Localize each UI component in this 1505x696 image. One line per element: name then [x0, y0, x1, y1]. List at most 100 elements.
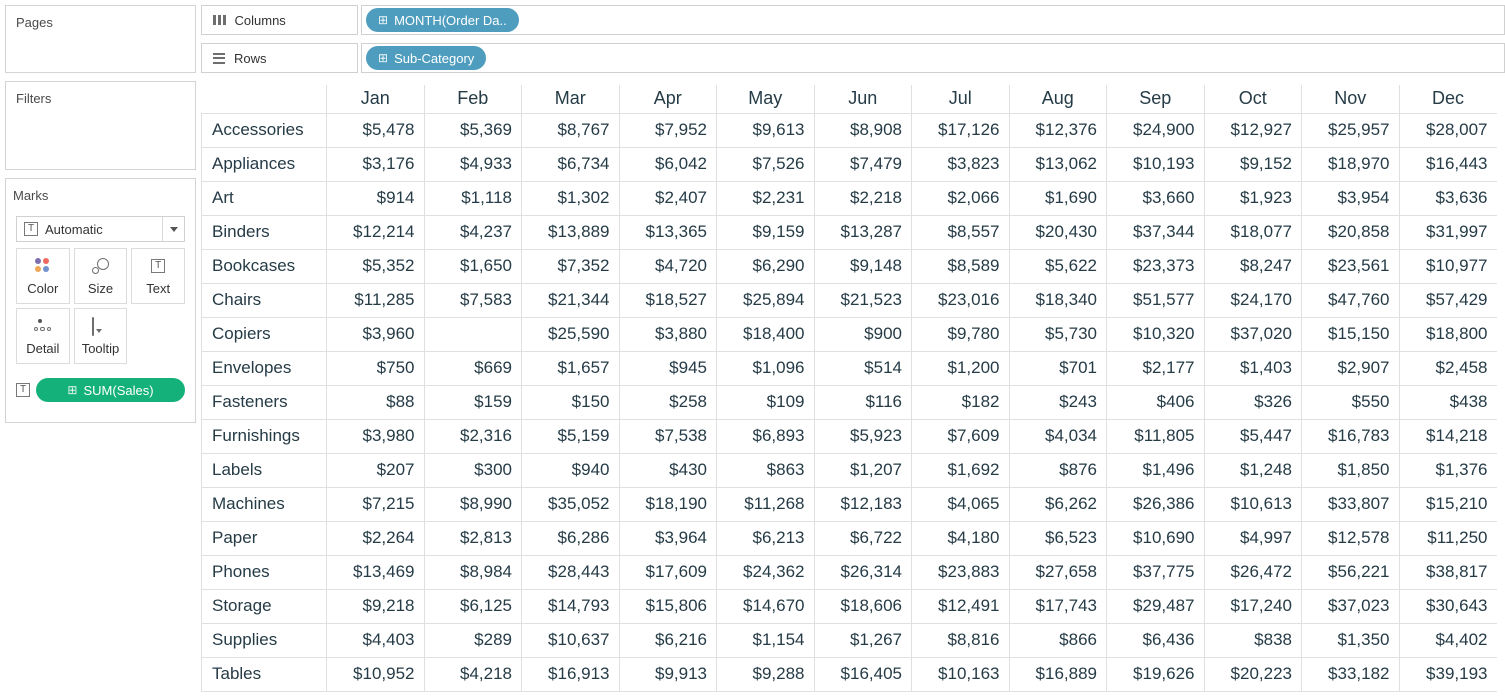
- value-cell[interactable]: $8,990: [423, 486, 522, 522]
- row-header[interactable]: Envelopes: [201, 350, 327, 386]
- value-cell[interactable]: $3,880: [618, 316, 717, 352]
- value-cell[interactable]: $12,183: [813, 486, 912, 522]
- row-header[interactable]: Paper: [201, 520, 327, 556]
- row-header[interactable]: Accessories: [201, 112, 327, 148]
- value-cell[interactable]: $7,609: [911, 418, 1010, 454]
- value-cell[interactable]: $33,807: [1301, 486, 1400, 522]
- value-cell[interactable]: $8,767: [521, 112, 620, 148]
- value-cell[interactable]: $6,125: [423, 588, 522, 624]
- sum-sales-pill[interactable]: ⊞ SUM(Sales): [36, 378, 185, 402]
- value-cell[interactable]: $2,907: [1301, 350, 1400, 386]
- value-cell[interactable]: $1,154: [716, 622, 815, 658]
- value-cell[interactable]: $838: [1203, 622, 1302, 658]
- value-cell[interactable]: $28,007: [1398, 112, 1497, 148]
- value-cell[interactable]: $23,016: [911, 282, 1010, 318]
- value-cell[interactable]: $16,783: [1301, 418, 1400, 454]
- value-cell[interactable]: $13,287: [813, 214, 912, 250]
- row-header[interactable]: Phones: [201, 554, 327, 590]
- value-cell[interactable]: $1,302: [521, 180, 620, 216]
- value-cell[interactable]: $1,350: [1301, 622, 1400, 658]
- value-cell[interactable]: $10,613: [1203, 486, 1302, 522]
- value-cell[interactable]: $6,262: [1008, 486, 1107, 522]
- value-cell[interactable]: $866: [1008, 622, 1107, 658]
- value-cell[interactable]: $21,523: [813, 282, 912, 318]
- value-cell[interactable]: $23,883: [911, 554, 1010, 590]
- value-cell[interactable]: $2,813: [423, 520, 522, 556]
- value-cell[interactable]: $6,436: [1106, 622, 1205, 658]
- value-cell[interactable]: $56,221: [1301, 554, 1400, 590]
- value-cell[interactable]: $4,237: [423, 214, 522, 250]
- value-cell[interactable]: $1,118: [423, 180, 522, 216]
- value-cell[interactable]: $24,170: [1203, 282, 1302, 318]
- value-cell[interactable]: $30,643: [1398, 588, 1497, 624]
- value-cell[interactable]: $940: [521, 452, 620, 488]
- filters-shelf[interactable]: Filters: [5, 81, 196, 170]
- value-cell[interactable]: $16,889: [1008, 656, 1107, 692]
- value-cell[interactable]: $15,210: [1398, 486, 1497, 522]
- value-cell[interactable]: $750: [326, 350, 425, 386]
- value-cell[interactable]: $13,889: [521, 214, 620, 250]
- value-cell[interactable]: $37,344: [1106, 214, 1205, 250]
- value-cell[interactable]: $4,065: [911, 486, 1010, 522]
- row-header[interactable]: Art: [201, 180, 327, 216]
- row-header[interactable]: Chairs: [201, 282, 327, 318]
- value-cell[interactable]: $9,159: [716, 214, 815, 250]
- value-cell[interactable]: $4,218: [423, 656, 522, 692]
- value-cell[interactable]: $243: [1008, 384, 1107, 420]
- value-cell[interactable]: $3,660: [1106, 180, 1205, 216]
- value-cell[interactable]: $24,362: [716, 554, 815, 590]
- value-cell[interactable]: $20,430: [1008, 214, 1107, 250]
- value-cell[interactable]: $2,407: [618, 180, 717, 216]
- row-header[interactable]: Supplies: [201, 622, 327, 658]
- value-cell[interactable]: $863: [716, 452, 815, 488]
- column-header[interactable]: Jul: [911, 85, 1010, 114]
- value-cell[interactable]: $17,126: [911, 112, 1010, 148]
- value-cell[interactable]: $3,636: [1398, 180, 1497, 216]
- month-order-date-pill[interactable]: ⊞ MONTH(Order Da..: [366, 8, 519, 32]
- value-cell[interactable]: $2,177: [1106, 350, 1205, 386]
- value-cell[interactable]: $5,159: [521, 418, 620, 454]
- value-cell[interactable]: $23,561: [1301, 248, 1400, 284]
- value-cell[interactable]: $37,020: [1203, 316, 1302, 352]
- value-cell[interactable]: $33,182: [1301, 656, 1400, 692]
- value-cell[interactable]: $1,403: [1203, 350, 1302, 386]
- value-cell[interactable]: $17,743: [1008, 588, 1107, 624]
- value-cell[interactable]: $6,523: [1008, 520, 1107, 556]
- value-cell[interactable]: $2,316: [423, 418, 522, 454]
- value-cell[interactable]: $182: [911, 384, 1010, 420]
- value-cell[interactable]: $7,583: [423, 282, 522, 318]
- value-cell[interactable]: $25,957: [1301, 112, 1400, 148]
- size-button[interactable]: Size: [73, 248, 128, 304]
- value-cell[interactable]: $5,352: [326, 248, 425, 284]
- value-cell[interactable]: $7,352: [521, 248, 620, 284]
- value-cell[interactable]: $1,692: [911, 452, 1010, 488]
- value-cell[interactable]: $5,923: [813, 418, 912, 454]
- value-cell[interactable]: $25,894: [716, 282, 815, 318]
- value-cell[interactable]: $1,850: [1301, 452, 1400, 488]
- value-cell[interactable]: $159: [423, 384, 522, 420]
- value-cell[interactable]: $5,622: [1008, 248, 1107, 284]
- value-cell[interactable]: $9,148: [813, 248, 912, 284]
- value-cell[interactable]: $1,690: [1008, 180, 1107, 216]
- value-cell[interactable]: $6,216: [618, 622, 717, 658]
- value-cell[interactable]: $5,447: [1203, 418, 1302, 454]
- value-cell[interactable]: $12,376: [1008, 112, 1107, 148]
- value-cell[interactable]: $6,286: [521, 520, 620, 556]
- value-cell[interactable]: $13,469: [326, 554, 425, 590]
- value-cell[interactable]: $406: [1106, 384, 1205, 420]
- value-cell[interactable]: $4,402: [1398, 622, 1497, 658]
- value-cell[interactable]: $17,609: [618, 554, 717, 590]
- value-cell[interactable]: $4,720: [618, 248, 717, 284]
- sub-category-pill[interactable]: ⊞ Sub-Category: [366, 46, 487, 70]
- value-cell[interactable]: $514: [813, 350, 912, 386]
- column-header[interactable]: Apr: [618, 85, 717, 114]
- value-cell[interactable]: $550: [1301, 384, 1400, 420]
- value-cell[interactable]: $3,980: [326, 418, 425, 454]
- value-cell[interactable]: $1,207: [813, 452, 912, 488]
- value-cell[interactable]: $21,344: [521, 282, 620, 318]
- value-cell[interactable]: $116: [813, 384, 912, 420]
- value-cell[interactable]: $12,214: [326, 214, 425, 250]
- value-cell[interactable]: $12,927: [1203, 112, 1302, 148]
- value-cell[interactable]: $1,248: [1203, 452, 1302, 488]
- rows-shelf-droparea[interactable]: ⊞ Sub-Category: [361, 43, 1505, 73]
